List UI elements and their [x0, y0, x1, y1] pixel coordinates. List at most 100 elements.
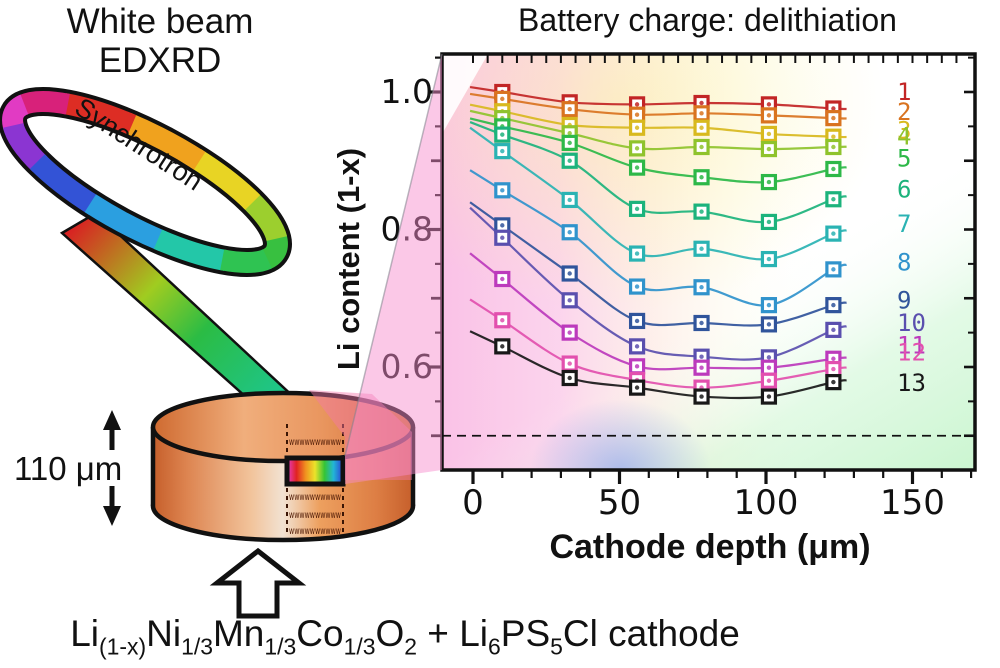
marker-dot [500, 96, 505, 102]
series-3-marker [825, 128, 842, 145]
series-7-marker [825, 225, 842, 242]
series-9-marker [760, 316, 778, 333]
series-2-marker [825, 110, 842, 127]
x-axis-label: Cathode depth (μm) [549, 528, 871, 566]
x-tick-label: 150 [880, 483, 945, 523]
marker-dot [567, 158, 572, 163]
series-3-marker [760, 125, 778, 143]
series-4-marker [628, 140, 646, 157]
series-5-marker [628, 159, 646, 176]
series-11-line [469, 252, 847, 371]
marker-dot [766, 113, 772, 118]
formula-segment: Li6 [459, 613, 501, 660]
edxrd-title-line2: EDXRD [98, 41, 222, 81]
marker-dot [831, 302, 836, 308]
series-3-marker [494, 103, 511, 120]
series-4-marker [693, 138, 710, 156]
legend-label-3: 3 [897, 117, 911, 145]
cylinder-top [150, 390, 416, 464]
marker-dot [699, 100, 704, 106]
series-2-marker [693, 105, 710, 122]
formula-segment: Li(1-x) [70, 613, 147, 660]
marker-dot [699, 209, 704, 214]
series-3-marker [561, 116, 578, 134]
legend-label-13: 13 [897, 369, 926, 397]
series-13-marker [825, 374, 842, 391]
series-4-marker [825, 138, 842, 156]
formula-segment: + [417, 613, 460, 654]
series-7-marker [693, 240, 710, 257]
legend-label-6: 6 [897, 176, 911, 204]
y-axis-label: Li content (1-x) [331, 147, 366, 371]
cathode-formula: Li(1-x)Ni1/3Mn1/3Co1/3O2 + Li6PS5Cl cath… [40, 613, 770, 660]
series-12-line [469, 298, 847, 389]
series-10-marker [825, 321, 842, 338]
marker-dot [634, 318, 640, 324]
x-tick-label: 0 [462, 483, 484, 523]
marker-dot [831, 144, 836, 150]
series-7-markers [494, 143, 842, 268]
series-11-marker [561, 324, 578, 341]
marker-dot [634, 377, 640, 383]
ring-segment [220, 249, 272, 273]
series-2-marker [628, 106, 646, 123]
legend-label-10: 10 [897, 309, 926, 337]
synchrotron-label: Synchrotron [69, 92, 209, 197]
series-3-markers [494, 103, 842, 145]
series-8-marker [693, 279, 710, 296]
series-8-marker [628, 278, 646, 295]
series-4-line [469, 109, 847, 151]
series-10-marker [561, 292, 578, 309]
ring-segment [2, 122, 48, 172]
series-13-marker [693, 388, 710, 405]
ring-segment [18, 91, 70, 115]
x-tick-label: 50 [598, 483, 641, 523]
series-8-markers [494, 182, 842, 314]
marker-dot [831, 106, 836, 111]
marker-dot [831, 267, 836, 272]
series-1-marker [561, 94, 578, 111]
marker-dot [766, 355, 772, 360]
marker-dot [634, 165, 640, 170]
marker-dot [567, 122, 572, 128]
series-10-line [469, 206, 847, 361]
series-4-marker [760, 140, 778, 158]
marker-dot [766, 394, 772, 399]
series-6-line [469, 121, 847, 224]
marker-dot [766, 378, 772, 383]
y-tick-label: 0.6 [381, 347, 433, 386]
arrow-head-up [103, 410, 121, 430]
legend-label-1: 1 [897, 78, 911, 106]
formula-segment: Cl [562, 613, 598, 654]
marker-dot [699, 354, 704, 359]
series-9-marker [494, 217, 511, 234]
series-5-marker [825, 160, 842, 178]
formula-segment: Mn1/3 [212, 613, 297, 660]
marker-dot [567, 271, 572, 276]
marker-dot [567, 100, 572, 105]
series-4-marker [561, 125, 578, 142]
formula-segment: Co1/3 [296, 613, 376, 660]
marker-dot [766, 102, 772, 107]
marker-dot [634, 364, 640, 369]
ring-segment [29, 154, 101, 215]
series-11-marker [494, 270, 511, 288]
series-8-marker [760, 297, 778, 314]
plot-wash-corner [442, 54, 488, 134]
series-5-markers [494, 118, 842, 191]
xray-beam-icon [59, 211, 315, 432]
thickness-label: 110 μm [14, 450, 123, 487]
marker-dot [699, 385, 704, 390]
legend-label-7: 7 [897, 210, 911, 238]
series-7-marker [494, 143, 511, 160]
series-4-marker [494, 110, 511, 127]
marker-dot [699, 175, 704, 180]
marker-dot [567, 131, 572, 136]
series-1-line [469, 85, 847, 111]
marker-dot [634, 344, 640, 349]
series-11-marker [825, 350, 842, 367]
series-7-marker [628, 245, 646, 262]
marker-dot [567, 140, 572, 146]
